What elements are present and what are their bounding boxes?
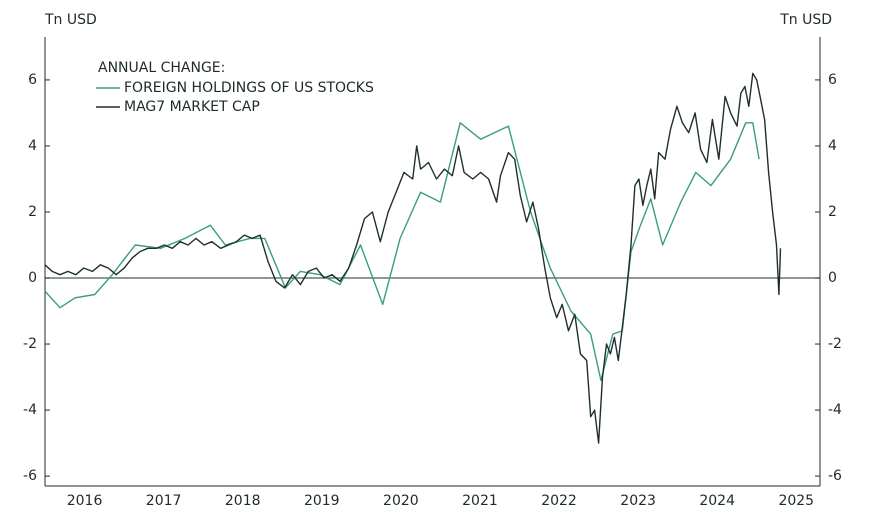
legend-label: MAG7 MARKET CAP xyxy=(124,99,260,115)
y2-tick-label: 6 xyxy=(828,72,837,88)
y-tick-label: 2 xyxy=(28,204,37,220)
y-tick-label: -4 xyxy=(23,402,37,418)
y-tick-label: 6 xyxy=(28,72,37,88)
y2-tick-label: -4 xyxy=(828,402,842,418)
y-tick-label: -6 xyxy=(23,468,37,484)
x-tick-label: 2017 xyxy=(146,493,182,509)
y2-tick-label: -2 xyxy=(828,336,842,352)
x-tick-label: 2019 xyxy=(304,493,340,509)
y2-axis-label: Tn USD xyxy=(779,12,832,28)
y2-tick-label: 0 xyxy=(828,270,837,286)
x-tick-label: 2021 xyxy=(462,493,498,509)
legend-title: ANNUAL CHANGE: xyxy=(98,60,225,76)
series-line xyxy=(44,122,760,382)
x-tick-label: 2022 xyxy=(541,493,577,509)
y2-tick-label: 4 xyxy=(828,138,837,154)
y2-tick-label: -6 xyxy=(828,468,842,484)
legend-label: FOREIGN HOLDINGS OF US STOCKS xyxy=(124,80,374,96)
x-tick-label: 2020 xyxy=(383,493,419,509)
y-tick-label: -2 xyxy=(23,336,37,352)
x-tick-label: 2024 xyxy=(699,493,735,509)
y-tick-label: 4 xyxy=(28,138,37,154)
x-tick-label: 2018 xyxy=(225,493,261,509)
y2-tick-label: 2 xyxy=(828,204,837,220)
x-tick-label: 2016 xyxy=(67,493,103,509)
series-line xyxy=(44,72,782,444)
x-tick-label: 2023 xyxy=(620,493,656,509)
x-tick-label: 2025 xyxy=(778,493,814,509)
y-axis-label: Tn USD xyxy=(44,12,97,28)
y-tick-label: 0 xyxy=(28,270,37,286)
